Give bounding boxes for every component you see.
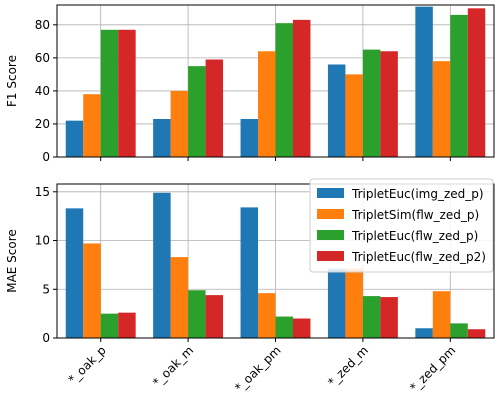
x-tick-label: *_oak_p — [65, 343, 108, 386]
bar — [153, 192, 171, 338]
legend-label: TripletEuc(flw_zed_p) — [351, 229, 478, 243]
bar — [240, 207, 259, 338]
legend-label: TripletEuc(flw_zed_p2) — [351, 250, 486, 264]
y-tick-label: 5 — [42, 282, 50, 296]
legend-swatch — [317, 209, 344, 219]
bar — [467, 329, 486, 338]
y-axis-label: F1 Score — [5, 55, 19, 107]
bar — [327, 64, 346, 157]
bar — [258, 51, 276, 158]
y-tick-label: 40 — [35, 84, 50, 98]
bar — [380, 51, 398, 158]
y-axis-label: MAE Score — [5, 229, 19, 293]
bar — [65, 120, 84, 157]
bar — [432, 61, 451, 157]
legend-swatch — [317, 251, 344, 261]
x-tick-label: *_oak_pm — [232, 343, 284, 395]
y-tick-label: 80 — [35, 18, 50, 32]
bar — [258, 293, 276, 338]
bar — [240, 119, 259, 157]
bar — [345, 268, 363, 338]
bar — [275, 316, 293, 338]
y-tick-label: 10 — [35, 234, 50, 248]
bar — [100, 313, 119, 338]
legend-label: TripletSim(flw_zed_p) — [351, 208, 479, 222]
legend: TripletEuc(img_zed_p) TripletSim(flw_zed_… — [309, 178, 494, 273]
legend-label: TripletEuc(img_zed_p) — [351, 187, 484, 201]
legend-swatch — [317, 188, 344, 198]
bar — [205, 295, 224, 338]
mae-score-panel: 0 5 10 15 *_oak_p *_oak_m *_oak_pm *_zed_m *_zed… — [5, 178, 495, 395]
bar — [118, 29, 136, 157]
legend-box — [309, 178, 494, 273]
bar — [65, 208, 84, 338]
x-tick-label: *_oak_m — [150, 343, 196, 389]
y-tick-label: 0 — [42, 331, 50, 345]
y-tick-label: 15 — [35, 185, 50, 199]
bar — [415, 6, 433, 157]
bar — [275, 23, 293, 157]
bar — [415, 328, 433, 338]
x-tick-label: *_zed_m — [325, 343, 371, 389]
bar — [362, 49, 381, 157]
bar — [380, 297, 398, 338]
bar — [327, 268, 346, 338]
bar — [83, 243, 101, 338]
bar — [118, 312, 136, 338]
bar — [170, 90, 189, 157]
bar — [292, 19, 311, 157]
f1-score-panel: 0 20 40 60 80 F1 Score — [5, 4, 495, 164]
bar — [450, 14, 468, 158]
bar — [205, 59, 224, 157]
bar — [188, 66, 206, 157]
bar — [345, 74, 363, 157]
bar — [100, 29, 119, 157]
y-tick-label: 0 — [42, 150, 50, 164]
bar — [153, 119, 171, 157]
bar — [432, 291, 451, 338]
x-tick-label: *_zed_pm — [407, 343, 458, 394]
bar — [292, 318, 311, 338]
bar — [467, 8, 486, 157]
bar — [450, 323, 468, 338]
bar — [362, 296, 381, 338]
y-tick-label: 20 — [35, 117, 50, 131]
bar — [170, 257, 189, 338]
legend-swatch — [317, 230, 344, 240]
bar — [188, 290, 206, 338]
bar — [83, 94, 101, 157]
y-tick-label: 60 — [35, 51, 50, 65]
